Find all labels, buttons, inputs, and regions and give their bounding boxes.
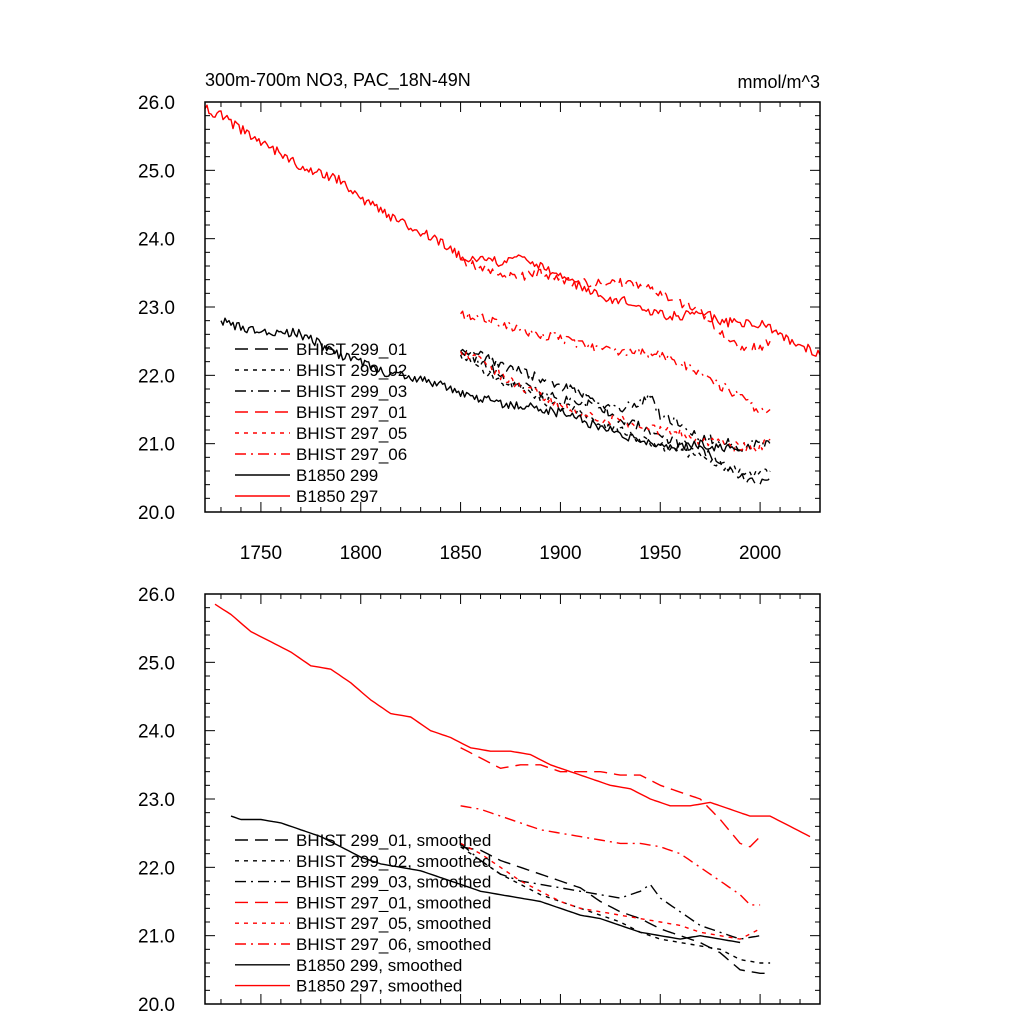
series-line-bhist-297-06-smoothed <box>460 805 761 906</box>
x-tick-label: 1950 <box>639 543 681 564</box>
y-tick-label: 26.0 <box>138 93 175 114</box>
legend-label: BHIST 297_05 <box>296 424 407 443</box>
units-label: mmol/m^3 <box>738 72 820 92</box>
series-line-bhist-299-02-smoothed <box>460 846 771 964</box>
top-panel-frame <box>204 101 821 513</box>
x-tick-label: 1850 <box>439 543 481 564</box>
bottom-panel-series <box>214 603 811 974</box>
legend-label: B1850 297 <box>296 487 378 506</box>
series-line-bhist-297-01-smoothed <box>460 747 761 848</box>
legend-label: BHIST 299_02 <box>296 361 407 380</box>
x-tick-label: 2000 <box>739 543 781 564</box>
series-line-b1850-297-smoothed <box>214 603 811 838</box>
y-tick-label: 25.0 <box>138 653 175 674</box>
legend-label: BHIST 299_01 <box>296 340 407 359</box>
series-line-b1850-297 <box>204 104 821 357</box>
series-line-bhist-299-03 <box>460 349 771 452</box>
legend-label: B1850 299 <box>296 466 378 485</box>
series-line-b1850-299-smoothed <box>230 815 741 944</box>
legend-label: BHIST 297_06, smoothed <box>296 935 491 954</box>
top-panel-legend: BHIST 299_01 BHIST 299_02 BHIST 299_03 BHIS… <box>235 340 407 506</box>
y-tick-label: 22.0 <box>138 858 175 879</box>
x-tick-label: 1750 <box>240 543 282 564</box>
y-tick-label: 21.0 <box>138 435 175 456</box>
top-panel-title: 300m-700m NO3, PAC_18N-49N <box>205 70 471 91</box>
top-panel-series <box>204 104 821 487</box>
legend-label: BHIST 299_01, smoothed <box>296 831 491 850</box>
series-line-bhist-299-01 <box>460 348 771 487</box>
legend-label: BHIST 297_01, smoothed <box>296 893 491 912</box>
legend-label: B1850 299, smoothed <box>296 956 462 975</box>
legend-label: B1850 297, smoothed <box>296 977 462 996</box>
series-line-b1850-299 <box>220 317 741 453</box>
x-tick-label: 1900 <box>539 543 581 564</box>
series-line-bhist-297-01 <box>460 256 771 354</box>
series-line-bhist-299-02 <box>459 354 771 478</box>
y-tick-label: 24.0 <box>138 722 175 743</box>
legend-label: BHIST 299_03 <box>296 382 407 401</box>
top-panel-axes: 20.0 21.0 22.0 23.0 24.0 25.0 26.0 1750 1800 1850… <box>138 93 820 564</box>
y-tick-label: 26.0 <box>138 585 175 606</box>
y-tick-label: 20.0 <box>138 995 175 1016</box>
y-tick-label: 24.0 <box>138 230 175 251</box>
legend-label: BHIST 297_01 <box>296 403 407 422</box>
y-tick-label: 20.0 <box>138 503 175 524</box>
bottom-panel-legend: BHIST 299_01, smoothed BHIST 299_02, smoo… <box>235 831 491 996</box>
y-tick-label: 21.0 <box>138 927 175 948</box>
x-tick-label: 1800 <box>340 543 382 564</box>
y-tick-label: 25.0 <box>138 161 175 182</box>
series-line-bhist-299-03-smoothed <box>460 842 761 940</box>
legend-label: BHIST 299_02, smoothed <box>296 852 491 871</box>
bottom-panel: 20.0 21.0 22.0 23.0 24.0 25.0 26.0 BHIST 299_0… <box>138 585 821 1016</box>
y-tick-label: 23.0 <box>138 298 175 319</box>
legend-label: BHIST 297_06 <box>296 445 407 464</box>
legend-label: BHIST 297_05, smoothed <box>296 914 491 933</box>
series-line-bhist-299-01-smoothed <box>460 846 771 974</box>
bottom-panel-axes: 20.0 21.0 22.0 23.0 24.0 25.0 26.0 <box>138 585 820 1016</box>
series-line-bhist-297-05 <box>459 350 771 453</box>
y-tick-label: 23.0 <box>138 790 175 811</box>
top-panel: 300m-700m NO3, PAC_18N-49N mmol/m^3 20.0… <box>138 70 821 564</box>
bottom-panel-frame <box>204 593 821 1005</box>
legend-label: BHIST 299_03, smoothed <box>296 873 491 892</box>
series-line-bhist-297-06 <box>460 310 771 414</box>
y-tick-label: 22.0 <box>138 366 175 387</box>
series-line-bhist-297-05-smoothed <box>460 842 761 940</box>
